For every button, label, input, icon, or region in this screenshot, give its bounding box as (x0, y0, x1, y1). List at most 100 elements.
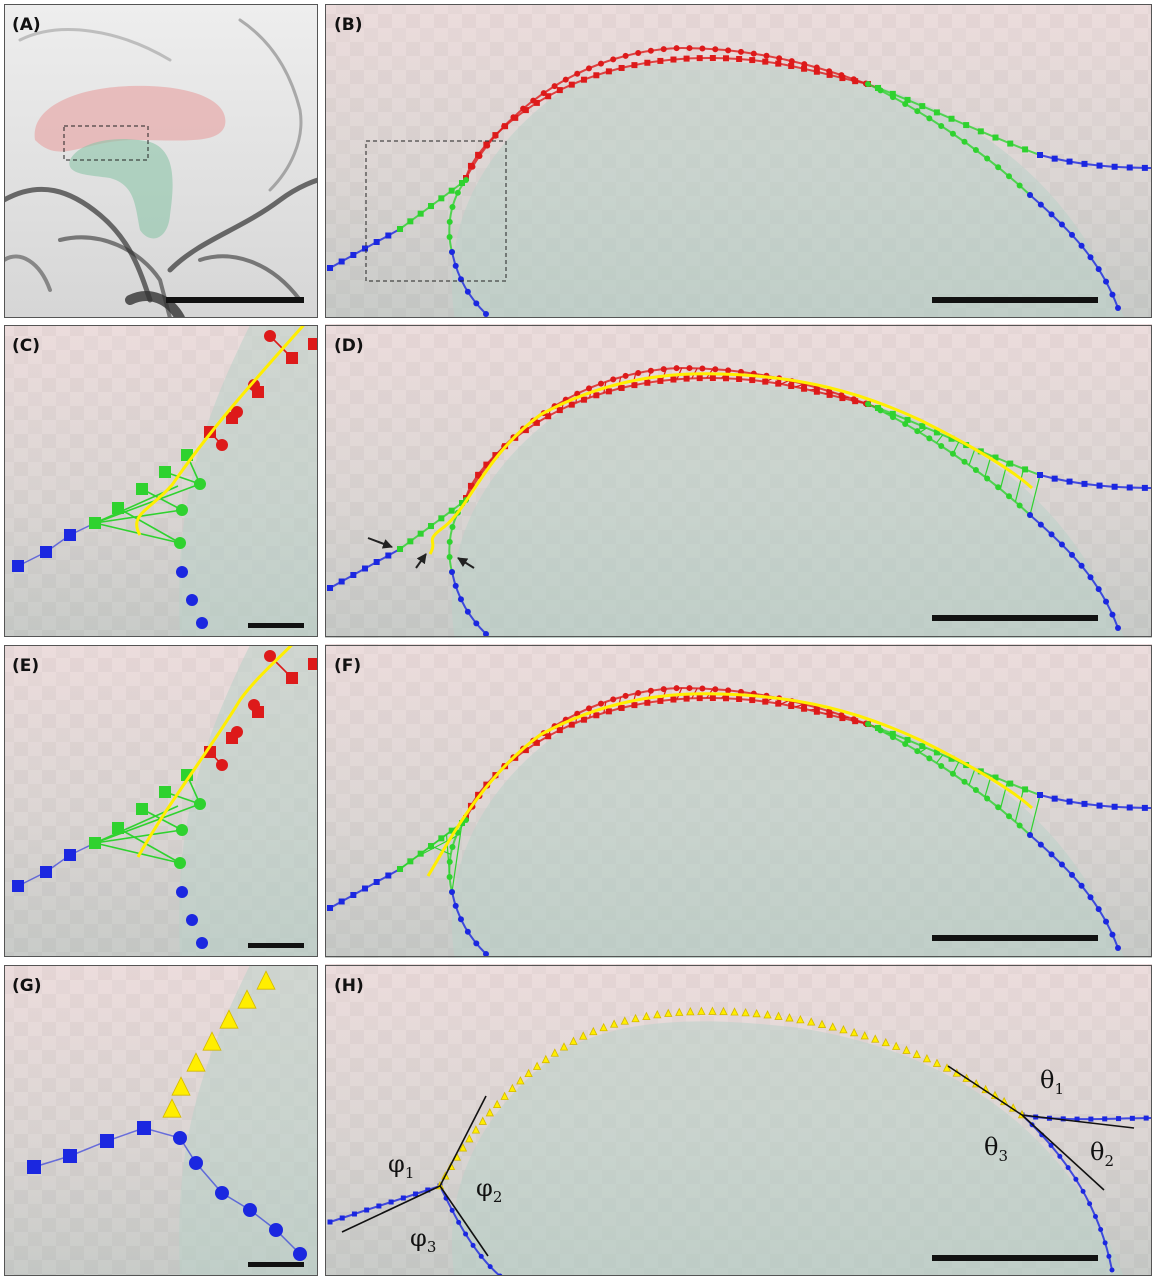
marker (350, 252, 356, 258)
marker (865, 81, 871, 87)
marker (473, 620, 479, 626)
marker (447, 219, 453, 225)
panel-label: (H) (334, 976, 364, 996)
symbol: θ (1090, 1138, 1104, 1166)
marker (492, 132, 498, 138)
marker (801, 386, 807, 392)
marker (12, 880, 24, 892)
marker (623, 53, 629, 59)
panel-label: (C) (12, 336, 40, 356)
marker (453, 903, 459, 909)
marker (475, 472, 481, 478)
marker (1106, 1254, 1111, 1259)
panel-label: (E) (12, 656, 39, 676)
panel-d (325, 324, 1152, 640)
marker (447, 554, 453, 560)
marker (801, 66, 807, 72)
marker (557, 407, 563, 413)
marker (463, 177, 469, 183)
marker (1097, 803, 1103, 809)
marker (194, 478, 206, 490)
marker (619, 65, 625, 71)
scale-bar (166, 297, 304, 303)
scale-bar (932, 1255, 1098, 1261)
marker (1059, 221, 1065, 227)
marker (1093, 1214, 1098, 1219)
marker (557, 727, 563, 733)
symbol: θ (1040, 1066, 1054, 1094)
marker (581, 717, 587, 723)
marker (449, 889, 455, 895)
marker (327, 905, 333, 911)
marker (1081, 1189, 1086, 1194)
marker (385, 553, 391, 559)
marker (738, 49, 744, 55)
marker (865, 401, 871, 407)
panel-c (4, 318, 320, 637)
marker (243, 1203, 257, 1217)
marker (449, 188, 455, 194)
marker (1059, 541, 1065, 547)
marker (749, 697, 755, 703)
marker (926, 755, 932, 761)
marker (775, 701, 781, 707)
marker (1096, 906, 1102, 912)
marker (100, 1134, 114, 1148)
marker (1022, 146, 1028, 152)
marker (635, 370, 641, 376)
marker (827, 72, 833, 78)
marker (269, 1223, 283, 1237)
marker (878, 407, 884, 413)
marker (327, 585, 333, 591)
marker (995, 164, 1001, 170)
subscript: 2 (1104, 1152, 1114, 1170)
marker (839, 715, 845, 721)
marker (801, 706, 807, 712)
marker (293, 1247, 307, 1261)
marker (814, 389, 820, 395)
marker (1027, 512, 1033, 518)
marker (465, 609, 471, 615)
marker (465, 289, 471, 295)
marker (401, 1196, 406, 1201)
marker (376, 1204, 381, 1209)
marker (1087, 254, 1093, 260)
marker (674, 365, 680, 371)
marker (723, 375, 729, 381)
marker (762, 59, 768, 65)
marker (1006, 173, 1012, 179)
marker (428, 523, 434, 529)
marker (1109, 292, 1115, 298)
marker (468, 163, 474, 169)
marker (839, 75, 845, 81)
marker (631, 382, 637, 388)
marker (973, 787, 979, 793)
marker (389, 1200, 394, 1205)
marker (686, 45, 692, 51)
marker (926, 115, 932, 121)
marker (248, 699, 260, 711)
marker (1087, 1201, 1092, 1206)
marker (64, 849, 76, 861)
marker (1110, 1268, 1115, 1273)
marker (736, 56, 742, 62)
marker (1087, 894, 1093, 900)
marker (775, 381, 781, 387)
marker (606, 68, 612, 74)
marker (814, 69, 820, 75)
marker (186, 594, 198, 606)
marker (1038, 842, 1044, 848)
marker (362, 246, 368, 252)
marker (159, 786, 171, 798)
marker (926, 435, 932, 441)
marker (1069, 232, 1075, 238)
marker (710, 695, 716, 701)
marker (453, 263, 459, 269)
marker (1097, 163, 1103, 169)
marker (1037, 152, 1043, 158)
marker (963, 122, 969, 128)
marker (1049, 851, 1055, 857)
panel-h (325, 964, 1152, 1276)
marker (1115, 625, 1121, 631)
marker (449, 249, 455, 255)
